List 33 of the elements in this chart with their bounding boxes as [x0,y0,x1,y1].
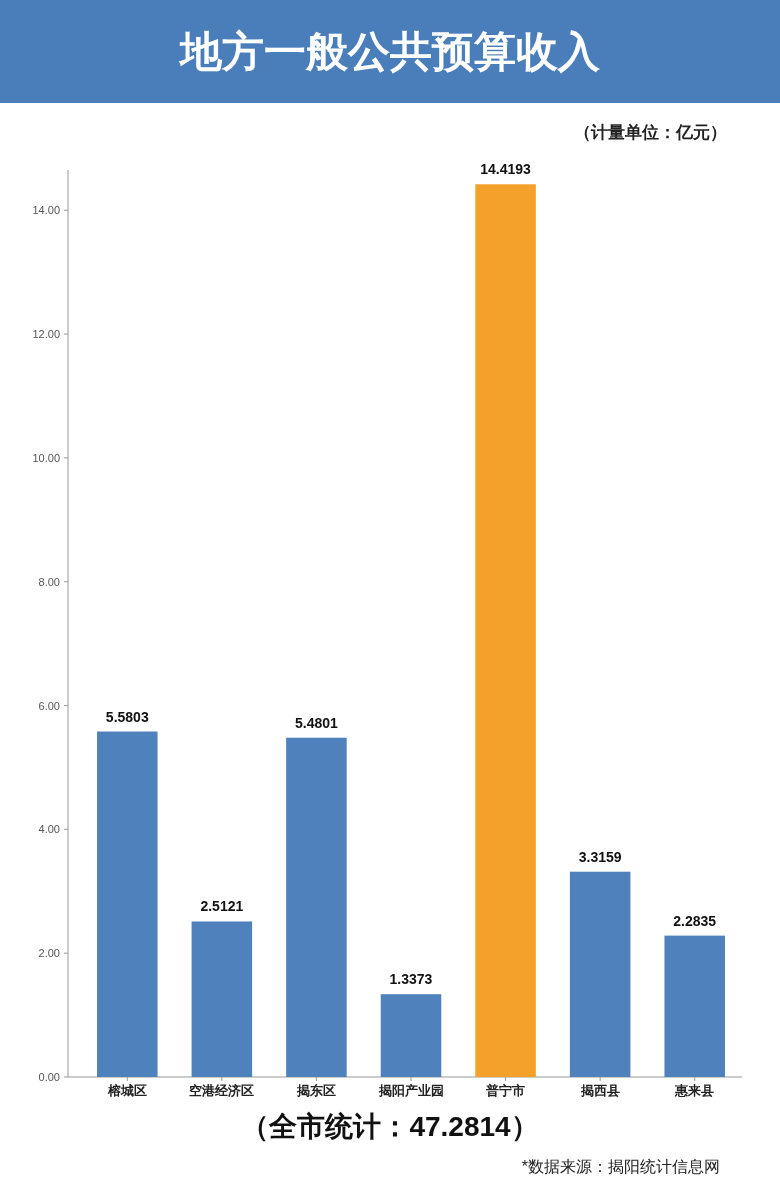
x-tick-label: 揭西县 [579,1083,620,1098]
y-tick-label: 2.00 [38,947,60,960]
x-tick-label: 惠来县 [674,1083,715,1098]
text: （全市统计：47.2814） [241,1111,539,1142]
bar [380,994,442,1077]
bar [191,921,253,1077]
data-label: 5.4801 [295,714,339,731]
bar [664,935,725,1077]
bar [475,184,536,1077]
data-label: 2.5121 [200,898,244,915]
data-label: 2.2835 [673,912,717,929]
bar [569,871,631,1077]
data-label: 3.3159 [578,848,622,865]
x-tick-label: 普宁市 [485,1083,526,1098]
x-tick-label: 揭阳产业园 [377,1083,444,1098]
y-tick-label: 0.00 [38,1071,60,1083]
data-label: 1.3373 [389,971,433,988]
x-tick-label: 榕城区 [106,1083,147,1098]
chart-title: 地方一般公共预算收入 [178,28,601,75]
chart-subtitle: （计量单位：亿元） [574,123,727,142]
bar [286,737,347,1077]
bar [97,731,158,1077]
y-tick-label: 6.00 [38,699,60,712]
x-tick-label: 揭东区 [295,1083,336,1098]
text: *数据来源：揭阳统计信息网 [521,1158,720,1175]
data-label: 5.5803 [105,708,149,725]
y-tick-label: 12.00 [32,328,60,341]
y-tick-label: 10.00 [32,451,60,464]
x-tick-label: 空港经济区 [189,1083,255,1098]
y-tick-label: 4.00 [38,823,60,836]
data-label: 14.4193 [480,161,532,178]
y-tick-label: 8.00 [38,575,60,588]
y-tick-label: 14.00 [32,204,60,217]
